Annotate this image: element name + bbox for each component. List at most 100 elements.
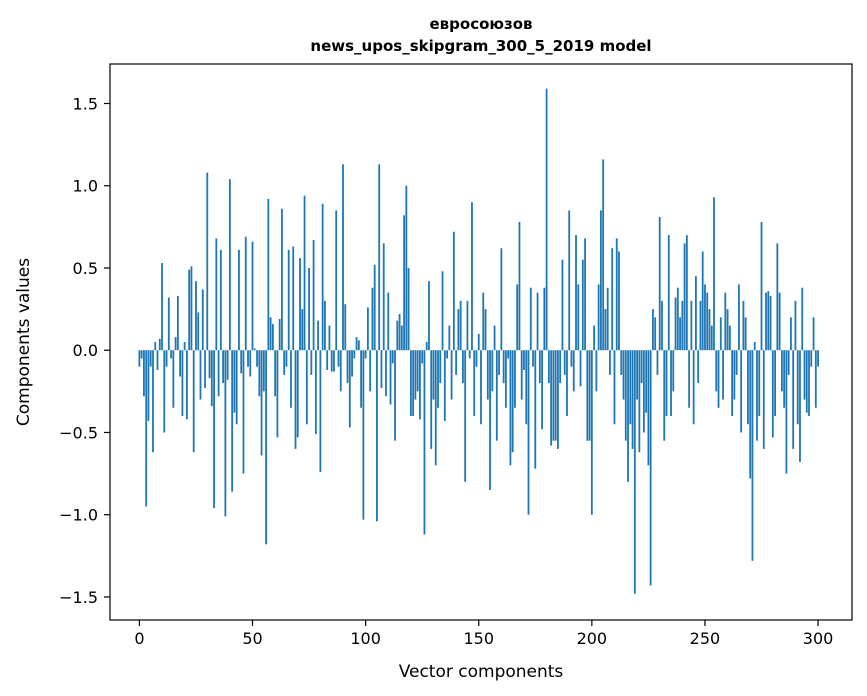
bar-component-71 <box>299 258 301 351</box>
bar-component-101 <box>366 307 369 351</box>
bar-component-208 <box>609 350 611 375</box>
bar-component-107 <box>380 350 383 389</box>
bar-component-253 <box>710 325 713 351</box>
bar-component-233 <box>665 350 668 417</box>
bar-component-149 <box>475 350 478 367</box>
bar-component-261 <box>728 325 731 351</box>
bar-component-16 <box>174 337 177 351</box>
bar-component-157 <box>493 325 496 351</box>
bar-component-52 <box>256 350 258 367</box>
bar-component-283 <box>778 292 781 351</box>
bar-component-85 <box>330 350 333 372</box>
bar-component-19 <box>181 350 184 417</box>
y-tick-label: 1.0 <box>73 177 98 196</box>
bar-component-213 <box>620 350 623 375</box>
bar-component-223 <box>642 350 645 433</box>
bar-component-17 <box>176 295 179 351</box>
bar-component-241 <box>683 243 686 351</box>
bar-component-251 <box>706 292 709 351</box>
bar-component-22 <box>188 269 191 351</box>
bar-component-172 <box>527 350 530 515</box>
chart-title-line2: news_upos_skipgram_300_5_2019 model <box>310 37 651 55</box>
bar-component-167 <box>516 284 519 351</box>
bar-component-133 <box>439 350 442 384</box>
bar-component-63 <box>281 208 283 351</box>
bar-component-94 <box>351 350 353 377</box>
bar-component-84 <box>328 325 331 351</box>
bar-component-23 <box>190 266 193 351</box>
bar-component-140 <box>455 350 458 375</box>
bar-component-51 <box>253 348 256 351</box>
bar-component-289 <box>792 350 795 449</box>
bar-component-158 <box>495 350 498 441</box>
bar-component-35 <box>217 350 220 397</box>
bar-component-186 <box>559 350 562 384</box>
bar-component-74 <box>305 350 308 425</box>
bar-component-148 <box>473 350 476 417</box>
bar-component-280 <box>771 350 774 438</box>
bar-component-21 <box>186 350 188 420</box>
bar-component-234 <box>667 235 670 351</box>
bar-component-276 <box>762 350 765 449</box>
bar-component-121 <box>412 350 415 417</box>
bar-component-185 <box>557 350 559 449</box>
bar-component-209 <box>611 248 614 351</box>
bar-component-250 <box>704 284 706 351</box>
bar-component-25 <box>195 281 197 351</box>
bar-component-198 <box>586 350 589 441</box>
bar-component-36 <box>219 249 222 351</box>
bar-component-296 <box>808 350 810 417</box>
bar-component-239 <box>679 317 681 351</box>
bar-component-68 <box>292 246 295 351</box>
bar-component-155 <box>489 350 491 491</box>
bar-component-47 <box>244 236 247 351</box>
bar-component-0 <box>138 350 141 367</box>
bar-component-175 <box>534 350 537 469</box>
y-tick-label: −1.0 <box>59 506 98 525</box>
bar-component-87 <box>335 210 338 351</box>
bar-component-287 <box>787 350 790 375</box>
bar-component-232 <box>663 350 666 441</box>
bar-component-147 <box>471 202 473 351</box>
bar-component-154 <box>486 350 489 400</box>
bar-component-227 <box>652 309 654 351</box>
bar-component-137 <box>448 325 451 351</box>
bar-component-263 <box>733 350 736 400</box>
bar-component-50 <box>251 241 254 351</box>
bar-component-278 <box>767 291 770 351</box>
bar-component-66 <box>287 249 290 351</box>
bar-component-238 <box>676 287 679 351</box>
bar-component-190 <box>568 210 571 351</box>
bar-component-136 <box>446 350 448 359</box>
bar-component-202 <box>595 350 598 392</box>
bar-component-55 <box>262 350 265 392</box>
x-tick-label: 200 <box>577 629 608 648</box>
bar-component-77 <box>312 240 315 351</box>
bar-component-4 <box>147 350 150 421</box>
bar-component-6 <box>152 350 154 453</box>
bar-component-281 <box>774 350 776 417</box>
bar-component-131 <box>434 350 437 466</box>
bar-component-183 <box>552 350 555 441</box>
bar-component-37 <box>222 350 225 384</box>
x-tick-label: 250 <box>690 629 721 648</box>
bar-component-230 <box>658 216 661 351</box>
bar-component-126 <box>423 350 426 535</box>
bar-component-243 <box>688 350 691 408</box>
x-tick-label: 300 <box>803 629 834 648</box>
bar-component-248 <box>699 300 702 351</box>
bar-component-170 <box>523 350 525 370</box>
bar-component-61 <box>276 350 279 438</box>
bar-component-108 <box>382 243 385 351</box>
bar-component-262 <box>731 350 734 417</box>
bar-component-249 <box>701 251 704 351</box>
bar-component-96 <box>355 337 358 351</box>
bar-component-14 <box>170 350 172 359</box>
bar-component-49 <box>249 350 252 377</box>
bar-component-117 <box>403 215 405 351</box>
bar-component-5 <box>149 350 152 367</box>
bar-component-168 <box>518 221 521 351</box>
bar-component-222 <box>640 350 643 384</box>
bar-component-179 <box>543 287 546 351</box>
bar-component-200 <box>590 350 593 515</box>
